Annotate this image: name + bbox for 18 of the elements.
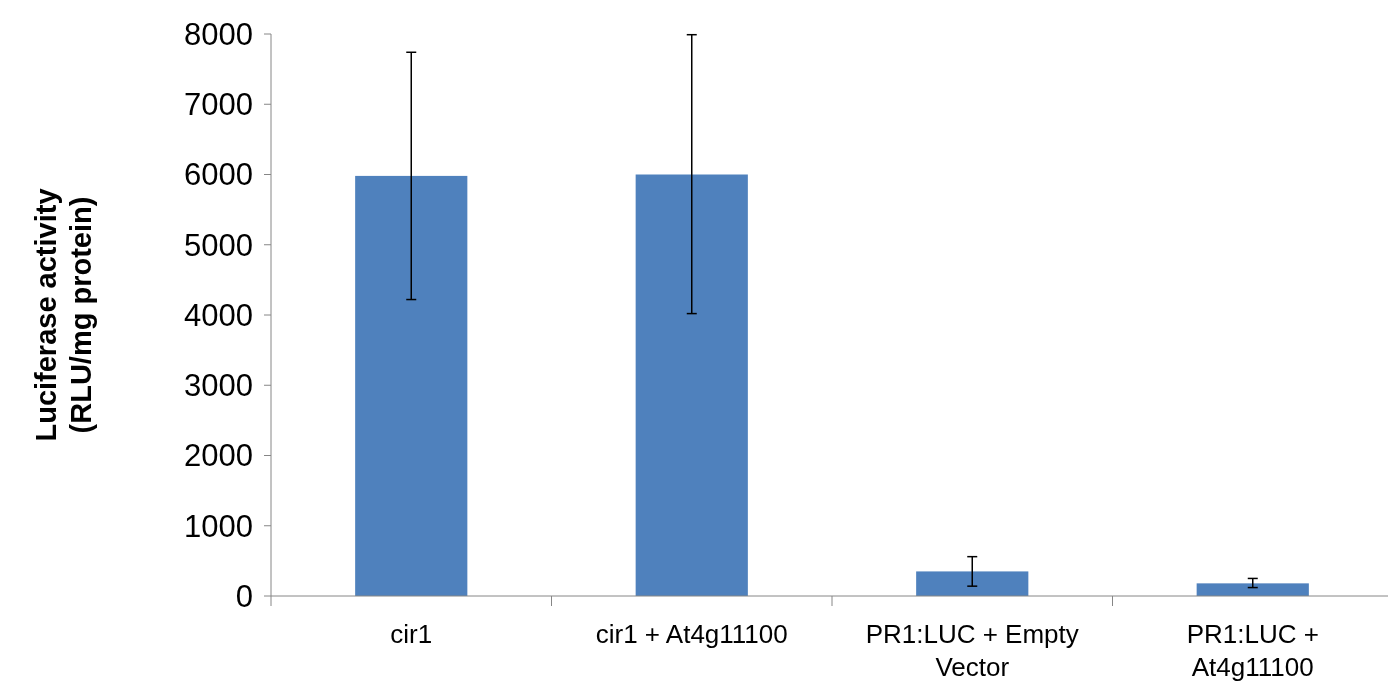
y-tick-label: 3000 (184, 368, 253, 404)
y-tick-label: 8000 (184, 16, 253, 52)
x-tick-label: cir1 (390, 619, 433, 649)
y-tick-label: 1000 (184, 508, 253, 544)
y-tick-label: 5000 (184, 227, 253, 263)
y-tick-label: 6000 (184, 157, 253, 193)
x-tick-label: PR1:LUC + Empty Vector (865, 619, 1079, 682)
x-tick-label: cir1 + At4g11100 (595, 619, 788, 649)
y-axis-title: Luciferase activity (RLU/mg protein) (30, 188, 97, 442)
y-tick-label: 0 (235, 578, 253, 614)
y-tick-label: 4000 (184, 297, 253, 333)
y-tick-label: 7000 (184, 87, 253, 123)
x-tick-label: PR1:LUC + At4g11100 (1186, 619, 1319, 682)
bar (1196, 583, 1309, 596)
y-tick-label: 2000 (184, 438, 253, 474)
bar (635, 174, 748, 596)
bar (355, 175, 468, 596)
bar (916, 571, 1029, 596)
